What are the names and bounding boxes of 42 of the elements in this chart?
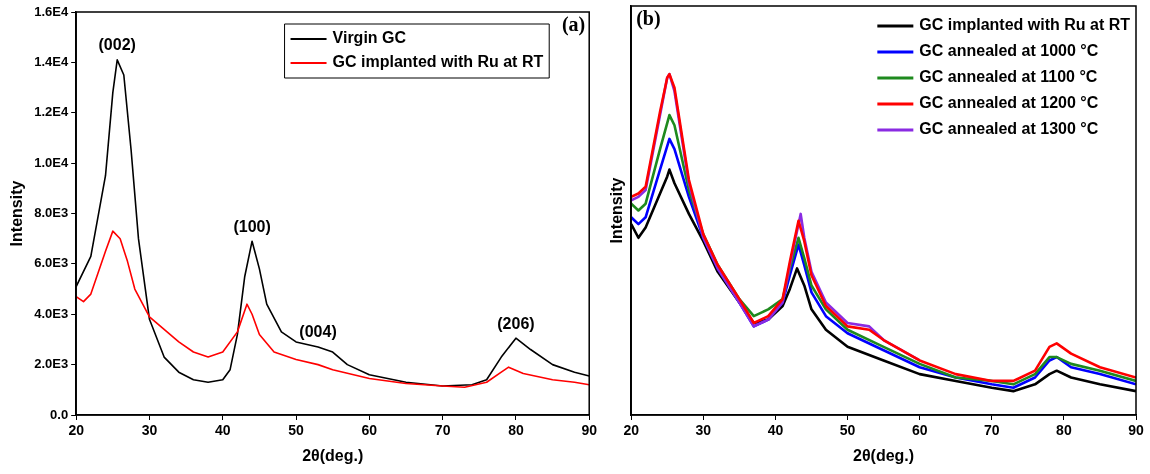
text: (b) bbox=[636, 7, 661, 31]
x-tick-label: 30 bbox=[141, 422, 158, 439]
legend-label: GC implanted with Ru at RT bbox=[919, 16, 1131, 34]
x-tick-label: 20 bbox=[68, 422, 85, 439]
y-tick-label: 1.6E4 bbox=[34, 3, 69, 19]
legend-label: GC annealed at 1000 °C bbox=[919, 42, 1099, 60]
y-tick-label: 1.4E4 bbox=[34, 53, 69, 69]
x-tick-label: 70 bbox=[434, 422, 451, 439]
x-axis-title: 2θ(deg.) bbox=[302, 446, 364, 464]
legend-label: GC implanted with Ru at RT bbox=[332, 53, 544, 71]
y-tick-label: 6.0E3 bbox=[34, 255, 69, 271]
x-tick-label: 70 bbox=[983, 422, 1000, 439]
annotation: (100) bbox=[233, 217, 271, 235]
x-axis-title: 2θ(deg.) bbox=[853, 446, 915, 464]
y-tick-label: 1.2E4 bbox=[34, 104, 69, 120]
annotation: (206) bbox=[497, 314, 535, 332]
x-tick-label: 40 bbox=[767, 422, 784, 439]
x-tick-label: 60 bbox=[911, 422, 928, 439]
annotation: (004) bbox=[299, 323, 337, 341]
x-tick-label: 40 bbox=[214, 422, 231, 439]
legend-label: GC annealed at 1300 °C bbox=[919, 120, 1099, 138]
y-tick-label: 2.0E3 bbox=[34, 356, 69, 372]
x-tick-label: 80 bbox=[508, 422, 524, 439]
y-tick-label: 0.0 bbox=[50, 406, 69, 422]
annotation: (002) bbox=[98, 36, 136, 54]
y-tick-label: 1.0E4 bbox=[34, 154, 69, 170]
y-tick-label: 8.0E3 bbox=[34, 205, 69, 221]
legend-label: Virgin GC bbox=[332, 29, 407, 47]
y-axis-title: Intensity bbox=[608, 177, 626, 244]
x-tick-label: 50 bbox=[839, 422, 856, 439]
legend-label: GC annealed at 1200 °C bbox=[919, 94, 1099, 112]
x-tick-label: 60 bbox=[361, 422, 378, 439]
x-tick-label: 50 bbox=[288, 422, 305, 439]
x-tick-label: 80 bbox=[1056, 422, 1072, 439]
x-tick-label: 20 bbox=[623, 422, 640, 439]
y-axis-title: Intensity bbox=[8, 180, 26, 247]
annotation: (a) bbox=[561, 13, 586, 37]
x-tick-label: 30 bbox=[695, 422, 712, 439]
x-tick-label: 90 bbox=[1128, 422, 1144, 439]
legend-label: GC annealed at 1100 °C bbox=[919, 68, 1098, 86]
y-tick-label: 4.0E3 bbox=[34, 305, 69, 321]
x-tick-label: 90 bbox=[581, 422, 598, 439]
